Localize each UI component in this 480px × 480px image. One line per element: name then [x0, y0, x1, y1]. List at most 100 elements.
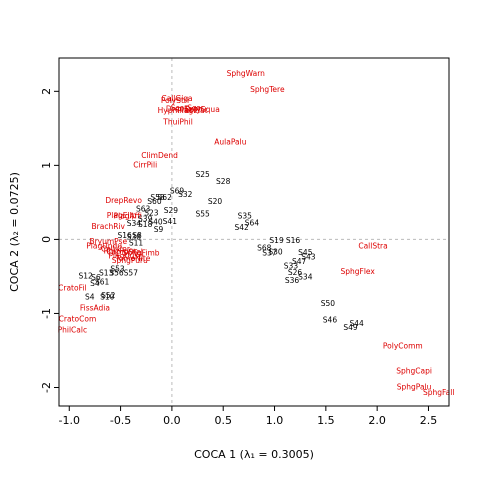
species-label: AulaPalu: [214, 138, 246, 147]
site-label: S28: [216, 177, 231, 186]
site-label: S8: [132, 231, 142, 240]
site-label: S4: [90, 279, 100, 288]
site-label: S57: [124, 269, 139, 278]
site-label: S69: [170, 187, 185, 196]
site-label: S34: [298, 272, 313, 281]
site-label: S25: [196, 170, 211, 179]
site-label: S32: [178, 190, 193, 199]
y-tick-label: -2: [40, 382, 53, 393]
site-label: S36: [285, 276, 300, 285]
x-tick-label: 1.5: [317, 414, 335, 427]
site-label: S56: [109, 269, 124, 278]
site-label: S38: [127, 232, 142, 241]
y-axis: -2 -1 0 1 2: [40, 88, 59, 393]
site-label: S23: [144, 209, 159, 218]
y-tick-label: -1: [40, 308, 53, 319]
species-label: BrachRiv: [92, 222, 126, 231]
site-label: S26: [288, 268, 303, 277]
species-label: SphgCapi: [396, 366, 432, 375]
species-label: SphgFimb: [123, 249, 160, 258]
species-label: DrepExan: [166, 104, 203, 113]
site-label: S58: [150, 193, 165, 202]
x-tick-label: -0.5: [110, 414, 131, 427]
species-label: PolyStri: [161, 96, 189, 105]
species-label: TomeNite: [114, 254, 150, 263]
species-label: SphgFall: [423, 388, 454, 397]
site-label: S45: [298, 248, 313, 257]
y-tick-label: 1: [40, 162, 53, 169]
site-label: S39: [138, 215, 153, 224]
species-label: PlagUndu: [86, 241, 122, 250]
site-label: S44: [349, 319, 364, 328]
species-label: ThuiPhil: [162, 118, 193, 127]
species-label: CratoFil: [58, 284, 86, 293]
site-label: S29: [164, 206, 179, 215]
species-label: SphgPuru: [112, 256, 148, 265]
site-label: S40: [148, 218, 163, 227]
site-label: S55: [196, 209, 211, 218]
species-label: PolyComm: [383, 341, 423, 350]
site-label: S30: [268, 247, 283, 256]
species-label: CratoCom: [59, 315, 97, 324]
species-label: PhilCalc: [58, 326, 87, 335]
x-tick-label: -1.0: [59, 414, 80, 427]
species-label: PlagCusp: [108, 252, 143, 261]
site-label: S35: [238, 212, 253, 221]
species-label: CirrPili: [133, 161, 157, 170]
site-label: S42: [235, 223, 250, 232]
site-label: S20: [208, 197, 223, 206]
site-label: S18: [138, 220, 153, 229]
species-label: FissAdia: [80, 304, 110, 313]
site-label: S33: [284, 261, 299, 270]
site-label: S68: [257, 244, 272, 253]
site-label: S64: [245, 218, 260, 227]
plot-frame: [58, 57, 450, 407]
site-label: S34: [127, 219, 142, 228]
x-tick-label: 1.0: [266, 414, 284, 427]
site-label: S10: [100, 292, 115, 301]
site-label: S16: [118, 231, 133, 240]
species-label: SphgTere: [250, 85, 285, 94]
site-label: S61: [95, 278, 110, 287]
site-label: S50: [321, 299, 336, 308]
reference-lines: [59, 58, 449, 406]
site-label: S19: [269, 236, 284, 245]
y-axis-title: COCA 2 (λ₂ = 0.0725): [8, 172, 21, 292]
site-label: S4: [85, 292, 95, 301]
species-label: RhizPunc: [104, 247, 138, 256]
species-label: PlagElat: [177, 106, 207, 115]
site-label: S6: [91, 273, 101, 282]
species-label: PlagAffi: [114, 212, 142, 221]
species-label: ScorScor: [171, 104, 205, 113]
species-label: HypnPrat: [158, 106, 193, 115]
species-label: PolySqua: [186, 105, 220, 114]
x-axis-title: COCA 1 (λ₁ = 0.3005): [194, 448, 314, 461]
site-label: S63: [136, 204, 151, 213]
site-label: S9: [154, 225, 164, 234]
x-tick-label: 2.5: [420, 414, 438, 427]
species-label: DrepRevo: [105, 196, 142, 205]
species-label: SphgWarn: [227, 69, 266, 78]
species-label: CallStra: [358, 241, 387, 250]
site-label: S60: [147, 197, 162, 206]
site-label: S47: [292, 257, 307, 266]
site-label: S52: [101, 291, 116, 300]
y-tick-label: 0: [40, 236, 53, 243]
x-tick-label: 2.0: [368, 414, 386, 427]
x-axis: -1.0 -0.5 0.0 0.5 1.0 1.5 2.0 2.5: [59, 406, 438, 427]
species-label: ClimDend: [141, 151, 178, 160]
site-label: S43: [301, 252, 316, 261]
species-label: PlagEllp: [107, 211, 137, 220]
site-label: S46: [323, 315, 338, 324]
y-tick-label: 2: [40, 88, 53, 95]
species-label: SphgPalu: [397, 383, 432, 392]
species-label: BryumPse: [89, 237, 127, 246]
point-labels: SphgWarn SphgTere CallGigaPolyStriHypnPrat…: [58, 69, 455, 397]
site-label: S62: [158, 193, 173, 202]
site-label: S12: [79, 272, 94, 281]
species-label: CalliCor: [101, 244, 131, 253]
x-tick-label: 0.0: [163, 414, 181, 427]
site-label: S16: [286, 236, 301, 245]
site-label: S49: [343, 323, 358, 332]
